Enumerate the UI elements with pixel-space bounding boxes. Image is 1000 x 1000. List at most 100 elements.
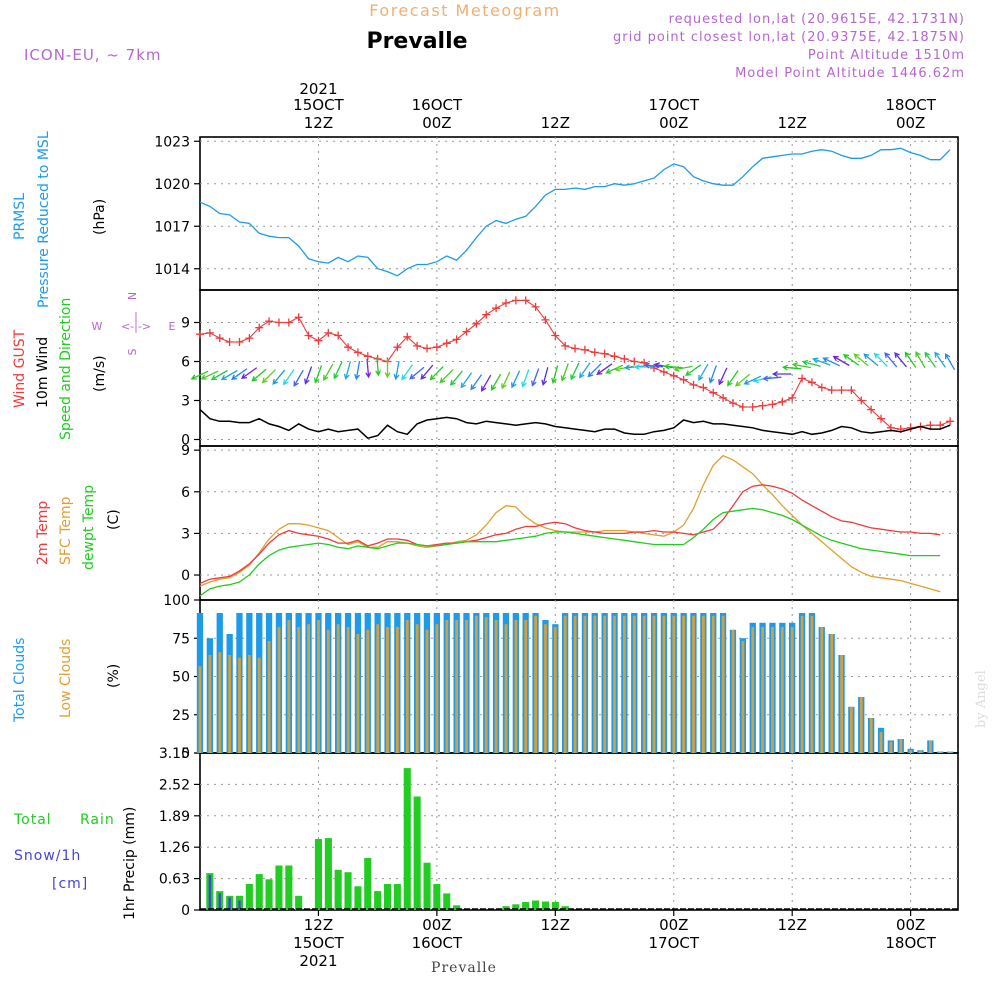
rain-bar xyxy=(275,865,283,910)
wind-arrow xyxy=(272,369,286,385)
low-cloud-bar xyxy=(682,615,685,753)
low-clouds-label: Low Clouds xyxy=(58,639,74,718)
gust-marker xyxy=(807,378,816,387)
gust-marker xyxy=(709,388,718,397)
wind-arrow xyxy=(718,367,728,386)
wind-arrow xyxy=(570,362,580,381)
rain-bar xyxy=(374,891,382,910)
y-tick-label: 25 xyxy=(172,708,190,724)
gust-marker xyxy=(817,383,826,392)
low-cloud-bar xyxy=(613,615,616,753)
time-label-top: 00Z xyxy=(896,114,925,132)
time-label-top: 15OCT xyxy=(293,96,344,114)
wind-arrow xyxy=(643,362,664,369)
wind-arrow xyxy=(481,374,492,392)
y-tick-label: 0.63 xyxy=(159,872,190,888)
wind-arrow xyxy=(313,365,323,384)
gust-marker xyxy=(778,397,787,406)
gust-marker xyxy=(314,336,323,345)
low-cloud-bar xyxy=(465,620,468,753)
compass-ew: <-|-> xyxy=(121,320,151,333)
y-tick-label: 6 xyxy=(181,485,190,501)
low-cloud-bar xyxy=(208,655,212,753)
time-label-top: 00Z xyxy=(422,114,451,132)
gust-marker xyxy=(748,403,757,411)
panel-frame xyxy=(199,136,959,291)
gust-marker xyxy=(640,358,649,367)
low-cloud-bar xyxy=(504,624,508,753)
low-cloud-bar xyxy=(297,627,301,753)
low-cloud-bar xyxy=(771,627,774,753)
low-cloud-bar xyxy=(267,641,271,753)
wind-arrow xyxy=(511,370,521,389)
rain-label-rain: Rain xyxy=(80,812,115,828)
low-cloud-bar xyxy=(425,629,429,753)
time-label-bottom: 16OCT xyxy=(412,934,463,952)
gust-marker xyxy=(551,331,560,340)
gust-marker xyxy=(403,332,412,341)
time-label-top: 18OCT xyxy=(885,96,936,114)
y-tick-label: 3 xyxy=(181,526,190,542)
rain-bar xyxy=(502,906,510,910)
time-label-bottom: 2021 xyxy=(299,952,337,970)
gust-marker xyxy=(353,348,362,357)
plot-area: 101410171020102303690369025507510000.631… xyxy=(154,80,959,970)
wind-arrow xyxy=(924,351,937,368)
low-cloud-bar xyxy=(218,652,222,753)
gust-marker xyxy=(324,328,333,337)
wind-arrow xyxy=(894,352,907,368)
low-cloud-bar xyxy=(238,657,241,753)
gust-marker xyxy=(423,344,432,353)
time-label-top: 12Z xyxy=(778,114,807,132)
wind-arrow xyxy=(934,351,946,368)
low-cloud-bar xyxy=(415,624,419,753)
low-cloud-bar xyxy=(840,655,843,753)
y-tick-label: 9 xyxy=(181,316,190,332)
gust-marker xyxy=(719,393,728,402)
wind-arrow xyxy=(261,369,276,384)
wind-arrow xyxy=(863,353,879,367)
wind-arrow xyxy=(240,367,258,379)
gust-marker xyxy=(472,319,481,328)
y-tick-label: 0 xyxy=(181,568,190,584)
wind-arrow xyxy=(904,351,917,368)
gust-marker xyxy=(630,357,639,366)
pressure-unit: (hPa) xyxy=(92,199,108,235)
rain-bar xyxy=(393,884,401,910)
gust-marker xyxy=(492,304,501,313)
wind-arrow xyxy=(663,363,683,370)
wind-arrow xyxy=(439,369,454,384)
snow-bar xyxy=(208,875,212,910)
gust-marker xyxy=(225,338,234,346)
wind-arrow xyxy=(842,354,860,366)
time-label-top: 17OCT xyxy=(648,96,699,114)
wind-arrow xyxy=(304,366,313,385)
rain-bar xyxy=(433,884,441,910)
gust-marker xyxy=(610,352,619,361)
low-cloud-bar xyxy=(514,620,518,753)
rain-bar xyxy=(324,838,332,910)
gust-marker xyxy=(867,405,876,414)
y-tick-label: 50 xyxy=(172,670,190,686)
gust-marker xyxy=(413,341,422,350)
wind-arrow xyxy=(521,369,530,388)
low-cloud-bar xyxy=(889,741,893,753)
low-cloud-bar xyxy=(820,627,824,753)
compass-n: N xyxy=(126,292,139,300)
rain-bar xyxy=(314,839,322,910)
low-cloud-bar xyxy=(534,615,537,753)
pressure-label-short: PRMSL xyxy=(12,193,28,240)
gust-marker xyxy=(738,403,747,411)
low-cloud-bar xyxy=(761,627,764,753)
snow-unit: [cm] xyxy=(52,876,88,892)
y-tick-label: 9 xyxy=(181,443,190,459)
wind-arrow xyxy=(190,370,209,380)
rain-bar xyxy=(403,768,411,910)
snow-bar xyxy=(228,897,231,910)
y-tick-label: 1.89 xyxy=(159,809,190,825)
wind-arrow xyxy=(210,369,228,381)
low-cloud-bar xyxy=(751,627,755,753)
gust-marker xyxy=(442,339,451,348)
time-label-bottom: 12Z xyxy=(778,916,807,934)
low-cloud-bar xyxy=(563,615,567,753)
